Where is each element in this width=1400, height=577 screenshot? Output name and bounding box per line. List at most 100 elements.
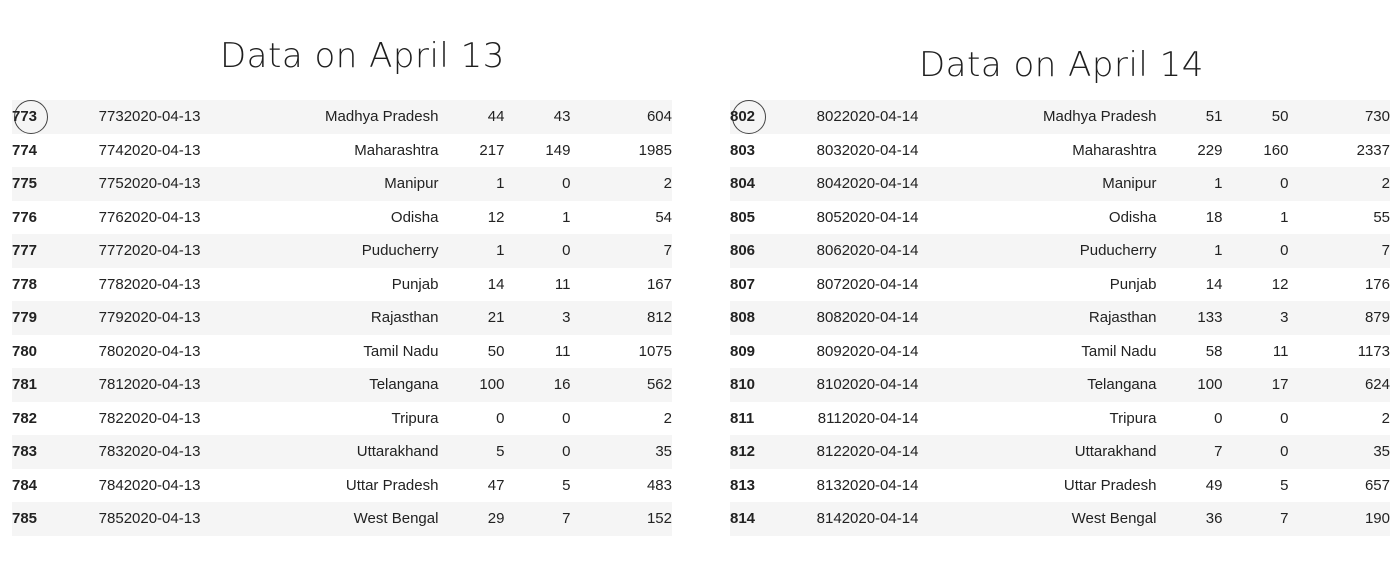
value-cell-1: 49 [1205,476,1223,494]
row-index-label: 803 [730,141,756,159]
serial-number: 784 [98,476,124,494]
value-cell-3: 1173 [1357,342,1390,360]
value-cell-2: 160 [1263,141,1289,159]
state-cell: Tripura [391,409,439,427]
circle-highlight-icon [14,99,48,134]
row-index-label: 777 [12,242,38,260]
date-cell: 2020-04-14 [841,234,964,268]
serial-number: 783 [62,435,124,469]
serial-number: 802 [780,100,842,134]
row-index-label: 802 [730,108,756,126]
date-cell: 2020-04-13 [123,301,246,335]
row-index: 779 [12,301,63,335]
value-cell-2: 12 [1271,275,1289,293]
value-cell-3: 2 [1288,167,1390,201]
table-row: 809 809 2020-04-14 Tamil Nadu 58 11 1173 [730,335,1390,369]
value-cell-3: 604 [570,100,672,134]
serial-number: 809 [816,342,842,360]
date-cell: 2020-04-14 [841,141,919,159]
value-cell-3: 2 [570,167,672,201]
serial-number: 806 [780,234,842,268]
value-cell-3: 1075 [638,342,672,360]
value-cell-2: 149 [545,141,571,159]
value-cell-3: 35 [570,435,672,469]
row-index: 778 [12,268,63,302]
serial-number: 773 [62,100,124,134]
serial-number: 810 [780,368,842,402]
table-row: 808 808 2020-04-14 Rajasthan 133 3 879 [730,301,1390,335]
row-index: 780 [12,335,63,369]
row-index: 811 [730,402,781,436]
row-index-label: 776 [12,208,38,226]
value-cell-1: 1 [438,167,505,201]
row-index-label: 808 [730,309,756,327]
value-cell-3: 2 [1381,409,1390,427]
serial-number: 807 [816,275,842,293]
value-cell-3: 190 [1288,502,1390,536]
value-cell-1: 133 [1156,301,1223,335]
value-cell-3: 152 [570,502,672,536]
row-index: 785 [12,502,63,536]
state-cell: Puducherry [963,234,1157,268]
date-cell: 2020-04-13 [123,167,246,201]
state-cell: Uttar Pradesh [345,476,439,494]
value-cell-3: 879 [1288,301,1390,335]
serial-number: 780 [98,342,124,360]
value-cell-1: 100 [438,368,505,402]
date-cell: 2020-04-14 [841,301,964,335]
row-index: 781 [12,368,63,402]
value-cell-2: 5 [1280,476,1289,494]
value-cell-1: 14 [1205,275,1223,293]
serial-number: 775 [62,167,124,201]
row-index-label: 779 [12,309,38,327]
row-index: 804 [730,167,781,201]
date-cell: 2020-04-14 [841,502,964,536]
table-row: 779 779 2020-04-13 Rajasthan 21 3 812 [12,301,672,335]
table-row: 776 776 2020-04-13 Odisha 12 1 54 [12,201,672,235]
state-cell: Uttarakhand [963,435,1157,469]
value-cell-3: 624 [1288,368,1390,402]
row-index: 813 [730,469,781,503]
value-cell-2: 11 [554,275,571,293]
date-cell: 2020-04-13 [123,435,246,469]
value-cell-1: 51 [1156,100,1223,134]
value-cell-1: 36 [1156,502,1223,536]
date-cell: 2020-04-14 [841,100,964,134]
row-index-label: 778 [12,275,38,293]
value-cell-2: 16 [504,368,571,402]
serial-number: 777 [62,234,124,268]
table-row: 785 785 2020-04-13 West Bengal 29 7 152 [12,502,672,536]
table-row: 804 804 2020-04-14 Manipur 1 0 2 [730,167,1390,201]
row-index: 773 [12,99,63,134]
value-cell-2: 1 [562,208,571,226]
value-cell-1: 0 [1214,409,1223,427]
table-row: 814 814 2020-04-14 West Bengal 36 7 190 [730,502,1390,536]
serial-number: 781 [62,368,124,402]
row-index-label: 783 [12,443,38,461]
table-row: 780 780 2020-04-13 Tamil Nadu 50 11 1075 [12,335,672,369]
row-index-label: 806 [730,242,756,260]
row-index: 784 [12,469,63,503]
state-cell: Tamil Nadu [363,342,439,360]
serial-number: 778 [98,275,124,293]
value-cell-1: 7 [1156,435,1223,469]
table-row: 784 784 2020-04-13 Uttar Pradesh 47 5 483 [12,469,672,503]
table-row: 781 781 2020-04-13 Telangana 100 16 562 [12,368,672,402]
table-row: 806 806 2020-04-14 Puducherry 1 0 7 [730,234,1390,268]
value-cell-1: 47 [487,476,505,494]
state-cell: Odisha [1108,208,1157,226]
value-cell-2: 50 [1222,100,1289,134]
date-cell: 2020-04-14 [841,208,919,226]
value-cell-3: 7 [570,234,672,268]
value-cell-1: 50 [487,342,505,360]
serial-number: 808 [780,301,842,335]
value-cell-3: 812 [570,301,672,335]
serial-number: 813 [816,476,842,494]
state-cell: Odisha [390,208,439,226]
state-cell: Puducherry [245,234,439,268]
row-index-label: 780 [12,342,38,360]
value-cell-2: 0 [504,435,571,469]
table-row: 778 778 2020-04-13 Punjab 14 11 167 [12,268,672,302]
value-cell-2: 5 [562,476,571,494]
state-cell: Uttar Pradesh [1063,476,1157,494]
